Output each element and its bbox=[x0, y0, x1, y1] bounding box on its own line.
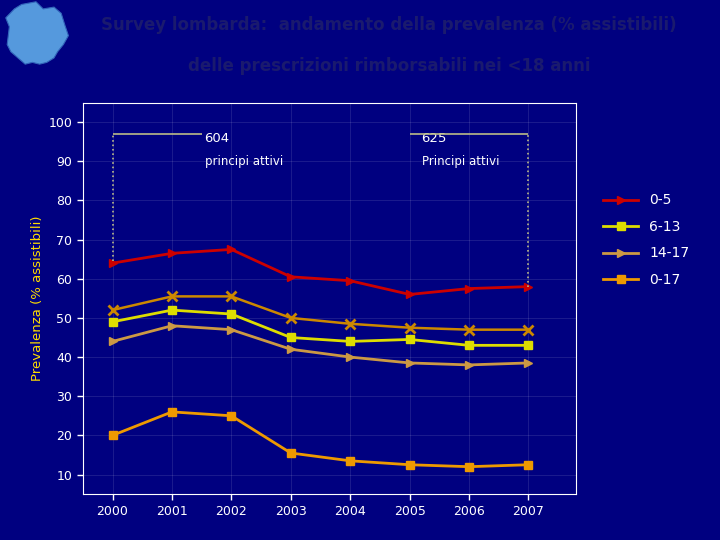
Text: Survey lombarda:  andamento della prevalenza (% assistibili): Survey lombarda: andamento della prevale… bbox=[101, 16, 677, 34]
Text: Principi attivi: Principi attivi bbox=[421, 156, 499, 168]
Text: 625: 625 bbox=[421, 132, 447, 145]
Text: delle prescrizioni rimborsabili nei <18 anni: delle prescrizioni rimborsabili nei <18 … bbox=[187, 57, 590, 75]
Polygon shape bbox=[6, 2, 68, 64]
Y-axis label: Prevalenza (% assistibili): Prevalenza (% assistibili) bbox=[32, 215, 45, 381]
Legend: 0-5, 6-13, 14-17, 0-17: 0-5, 6-13, 14-17, 0-17 bbox=[598, 188, 695, 293]
Text: 604: 604 bbox=[204, 132, 230, 145]
Text: principi attivi: principi attivi bbox=[204, 156, 283, 168]
